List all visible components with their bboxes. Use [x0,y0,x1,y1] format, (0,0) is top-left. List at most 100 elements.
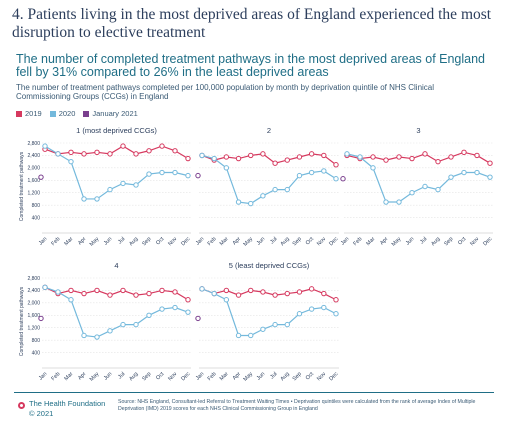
data-point [55,289,61,295]
x-tick-label: Oct [305,371,316,382]
data-point [248,287,254,294]
data-point [333,311,339,317]
series-line [346,153,491,203]
description: The number of treatment pathways complet… [16,83,435,101]
data-point [199,286,205,292]
data-point [487,160,493,166]
x-tick-label: Jan [340,236,351,247]
data-point [357,154,363,160]
data-point [55,151,61,157]
data-point [461,149,467,156]
data-point [321,152,327,159]
footer-rule [14,392,494,393]
x-tick-label: Sep [141,236,152,247]
data-point [487,174,493,180]
data-point [448,154,454,160]
x-tick-label: Jun [256,371,267,382]
x-tick-label: Mar [63,371,74,382]
x-tick-label: Jun [103,371,114,382]
data-point [107,328,113,334]
data-point [383,199,389,205]
x-tick-label: Dec [328,371,339,382]
x-tick-label: Apr [77,371,87,381]
data-point [223,165,230,171]
x-tick-label: Jan [195,236,206,247]
x-tick-label: Dec [482,236,493,247]
panel-title: 4 [114,261,118,270]
data-point [260,289,266,295]
x-tick-label: Mar [219,236,230,247]
x-tick-label: Aug [430,236,441,247]
data-point [272,186,278,193]
data-point [159,169,165,176]
data-point [272,321,278,328]
data-point [133,151,139,157]
copyright: © 2021 [29,409,54,418]
data-point [435,186,441,193]
x-tick-label: Jun [256,236,267,247]
data-point [185,309,191,315]
data-point [185,155,191,162]
x-tick-label: Oct [155,371,166,382]
y-axis-label: Completed treatment pathways [19,151,25,221]
data-point [172,304,178,311]
x-tick-label: Nov [167,236,178,247]
y-tick-label: 1,200 [27,326,40,332]
data-point [396,154,402,160]
data-point [308,169,315,176]
data-point [396,199,402,205]
data-point [383,157,389,163]
data-point [284,290,290,297]
data-point [248,332,254,339]
data-point [235,332,242,339]
y-tick-label: 2,000 [27,166,40,172]
data-point [68,158,74,165]
data-point [199,152,205,159]
source: Source: NHS England, Consultant-led Refe… [118,399,476,412]
data-point [133,321,139,328]
x-tick-label: Jan [38,236,49,247]
data-point [42,143,48,149]
x-tick-label: Dec [180,371,191,382]
x-tick-label: Jul [419,236,428,245]
x-tick-label: Nov [469,236,480,247]
x-tick-label: Sep [141,371,152,382]
data-point [146,312,152,318]
data-point [223,297,230,303]
x-tick-label: Feb [50,236,61,247]
data-point [223,287,230,294]
x-tick-label: Nov [167,371,178,382]
x-tick-label: Aug [280,236,291,247]
x-tick-label: Nov [316,236,327,247]
series-line [346,151,491,164]
data-point [284,157,290,163]
x-tick-label: Jul [117,371,126,380]
data-point [248,152,254,159]
data-point [120,180,126,187]
y-tick-label: 400 [32,350,41,356]
data-point [474,169,480,176]
x-tick-label: Mar [219,371,230,382]
x-tick-label: Sep [443,236,454,247]
x-tick-label: May [243,236,255,248]
data-point [185,297,191,303]
data-point [370,154,376,160]
y-tick-label: 1,600 [27,313,40,319]
panel-title: 5 (least deprived CCGs) [229,261,310,270]
data-point [133,182,139,188]
y-tick-label: 1,200 [27,191,40,197]
x-tick-label: Mar [63,236,74,247]
x-tick-label: Apr [232,371,242,381]
x-tick-label: Feb [207,236,218,247]
x-tick-label: Dec [180,236,191,247]
x-tick-label: Apr [379,236,389,246]
x-tick-label: Aug [128,371,139,382]
legend-swatch [83,111,90,117]
legend-swatch [49,111,56,117]
data-point [172,169,178,176]
data-point [68,297,74,303]
x-tick-label: Oct [305,236,316,247]
data-point [159,143,165,149]
